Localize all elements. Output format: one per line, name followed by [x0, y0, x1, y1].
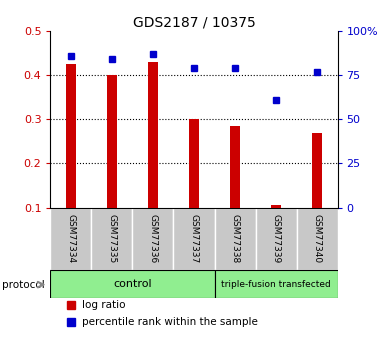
- Bar: [312, 132, 322, 208]
- Text: protocol: protocol: [2, 280, 45, 289]
- Bar: [256, 208, 296, 270]
- Text: GSM77334: GSM77334: [66, 215, 75, 264]
- Text: control: control: [113, 279, 152, 289]
- Text: triple-fusion transfected: triple-fusion transfected: [221, 279, 331, 289]
- Bar: [296, 208, 338, 270]
- Text: GSM77338: GSM77338: [230, 214, 239, 264]
- Bar: [92, 208, 132, 270]
- Bar: [148, 62, 158, 208]
- Text: percentile rank within the sample: percentile rank within the sample: [82, 317, 258, 327]
- Text: GSM77337: GSM77337: [189, 214, 199, 264]
- Text: GSM77336: GSM77336: [149, 214, 158, 264]
- Text: GSM77340: GSM77340: [313, 215, 322, 264]
- Bar: [189, 119, 199, 208]
- Text: log ratio: log ratio: [82, 300, 126, 310]
- Bar: [50, 270, 215, 298]
- Bar: [50, 208, 92, 270]
- Bar: [132, 208, 173, 270]
- Text: GSM77335: GSM77335: [107, 214, 116, 264]
- Bar: [215, 270, 338, 298]
- Bar: [107, 75, 117, 208]
- Bar: [271, 205, 281, 208]
- Bar: [230, 126, 240, 208]
- Bar: [173, 208, 215, 270]
- Bar: [66, 64, 76, 208]
- Text: GSM77339: GSM77339: [272, 214, 281, 264]
- Bar: [215, 208, 256, 270]
- Title: GDS2187 / 10375: GDS2187 / 10375: [133, 16, 255, 30]
